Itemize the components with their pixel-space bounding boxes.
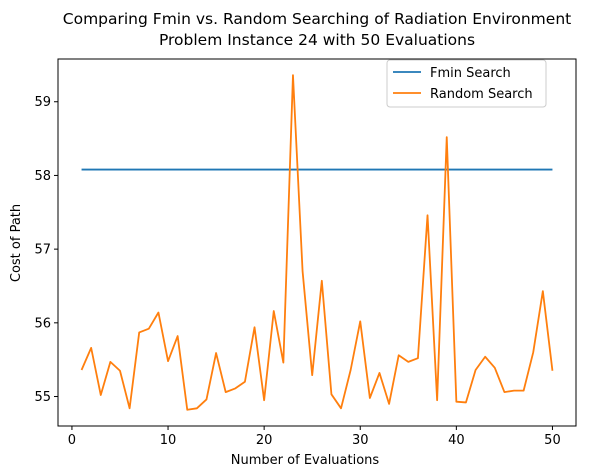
- ticks-layer: 0 10 20 30 40 50 55 56 57 58 59: [34, 95, 560, 448]
- legend-box: [386, 59, 547, 108]
- x-tick-label: 40: [448, 433, 465, 448]
- x-tick-label: 0: [68, 433, 76, 448]
- series-layer: [80, 74, 554, 411]
- legend-label-random: Random Search: [430, 87, 533, 102]
- y-tick-label: 59: [34, 95, 51, 110]
- y-tick-label: 55: [34, 390, 51, 405]
- y-tick-label: 58: [34, 169, 51, 184]
- legend: Fmin Search Random Search: [386, 59, 547, 108]
- x-tick-label: 20: [256, 433, 273, 448]
- y-tick-label: 57: [34, 243, 51, 258]
- chart-subtitle: Problem Instance 24 with 50 Evaluations: [159, 31, 475, 49]
- x-tick-label: 10: [160, 433, 177, 448]
- series-line-random-search: [80, 74, 554, 411]
- legend-label-fmin: Fmin Search: [430, 66, 511, 81]
- x-axis-label: Number of Evaluations: [231, 453, 380, 468]
- chart-title: Comparing Fmin vs. Random Searching of R…: [63, 10, 571, 28]
- plot-area-frame: [57, 58, 577, 427]
- y-tick-label: 56: [34, 316, 51, 331]
- x-tick-label: 30: [352, 433, 369, 448]
- y-axis-label: Cost of Path: [9, 204, 24, 282]
- x-tick-label: 50: [544, 433, 561, 448]
